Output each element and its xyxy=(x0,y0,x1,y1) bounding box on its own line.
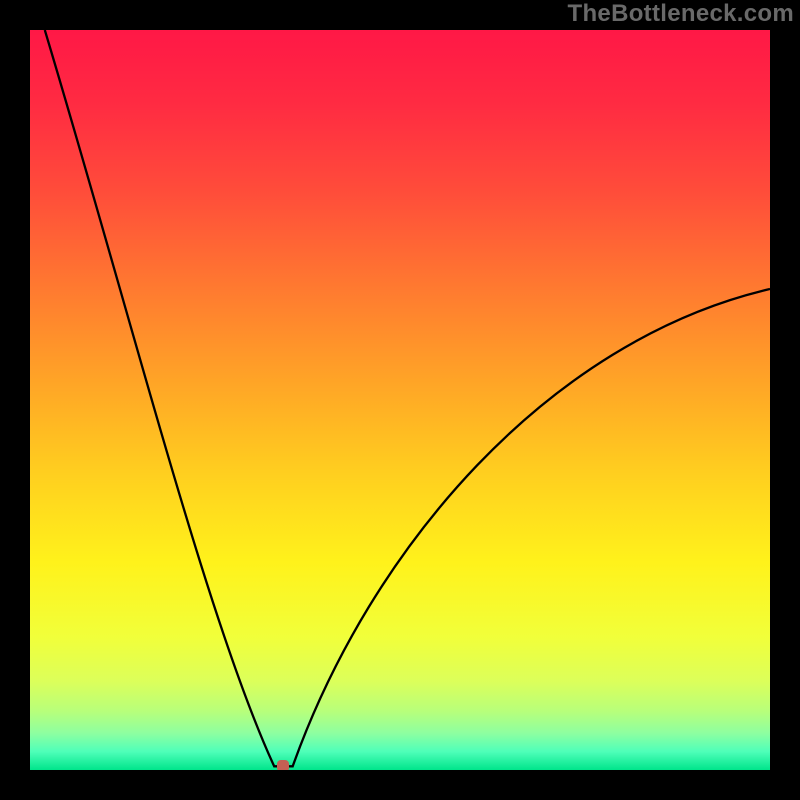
branding-text: TheBottleneck.com xyxy=(568,0,794,28)
curve-path xyxy=(45,30,770,766)
bottleneck-curve xyxy=(30,30,770,770)
plot-area xyxy=(30,30,770,770)
optimum-marker xyxy=(277,760,289,770)
outer-frame: TheBottleneck.com xyxy=(0,0,800,800)
